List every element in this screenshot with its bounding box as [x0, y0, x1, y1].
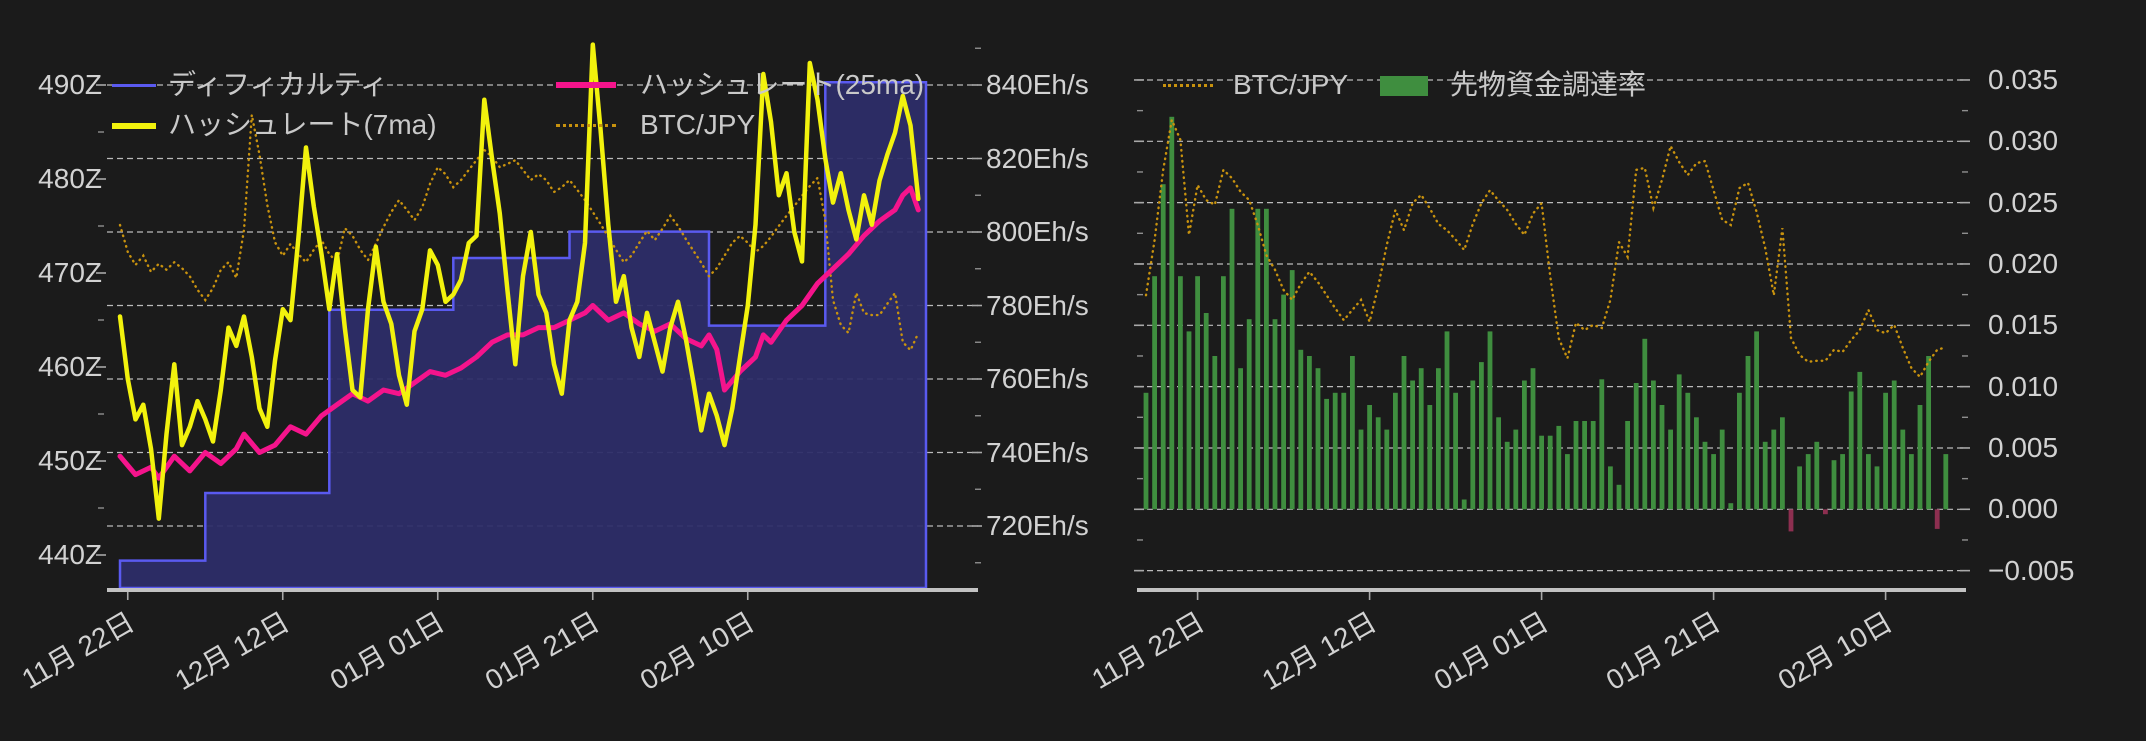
y-axis-label-hashrate: 740Eh/s: [986, 436, 1089, 468]
y-axis-label-hashrate: 720Eh/s: [986, 510, 1089, 541]
legend-item-btcjpy-right: BTC/JPY: [1233, 69, 1349, 100]
y-axis-label-difficulty: 460Z: [38, 351, 102, 382]
y-axis-label-funding-rate: 0.000: [1988, 493, 2059, 525]
hashrate7-line-sample: [112, 123, 156, 129]
funding-rate-swatch: [1380, 76, 1428, 96]
y-axis-label-hashrate: 760Eh/s: [986, 363, 1089, 394]
legend-item-hashrate-25ma: ハッシュレート(25ma): [640, 69, 925, 100]
y-axis-label-funding-rate: 0.005: [1988, 431, 2059, 463]
y-axis-label-funding-rate: 0.035: [1988, 63, 2059, 95]
hashrate25-line-sample: [556, 82, 616, 88]
btcjpy-dotted-sample-right: [1163, 84, 1213, 87]
y-axis-label-difficulty: 450Z: [38, 445, 102, 476]
legend-item-hashrate-7ma: ハッシュレート(7ma): [168, 109, 437, 140]
y-axis-label-difficulty: 480Z: [38, 163, 102, 194]
y-axis-label-funding-rate: 0.010: [1988, 370, 2059, 402]
y-axis-label-hashrate: 840Eh/s: [986, 69, 1089, 100]
y-axis-label-funding-rate: 0.030: [1988, 125, 2059, 157]
y-axis-label-difficulty: 490Z: [38, 69, 102, 100]
y-axis-label-funding-rate: 0.020: [1988, 247, 2059, 279]
btcjpy-dotted-sample: [556, 124, 616, 127]
legend-item-btcjpy-left: BTC/JPY: [640, 109, 756, 140]
y-axis-label-difficulty: 440Z: [38, 539, 102, 570]
y-axis-label-funding-rate: 0.025: [1988, 186, 2059, 218]
y-axis-label-hashrate: 800Eh/s: [986, 216, 1089, 247]
y-axis-label-hashrate: 780Eh/s: [986, 289, 1089, 321]
legend-item-difficulty: ディフィカルティ: [168, 69, 388, 100]
y-axis-label-difficulty: 470Z: [38, 257, 102, 288]
y-axis-label-hashrate: 820Eh/s: [986, 142, 1089, 174]
legend-item-funding-rate: 先物資金調達率: [1450, 69, 1647, 100]
y-axis-label-funding-rate: −0.005: [1988, 554, 2075, 586]
difficulty-line-sample: [112, 84, 156, 87]
y-axis-label-funding-rate: 0.015: [1988, 309, 2059, 341]
